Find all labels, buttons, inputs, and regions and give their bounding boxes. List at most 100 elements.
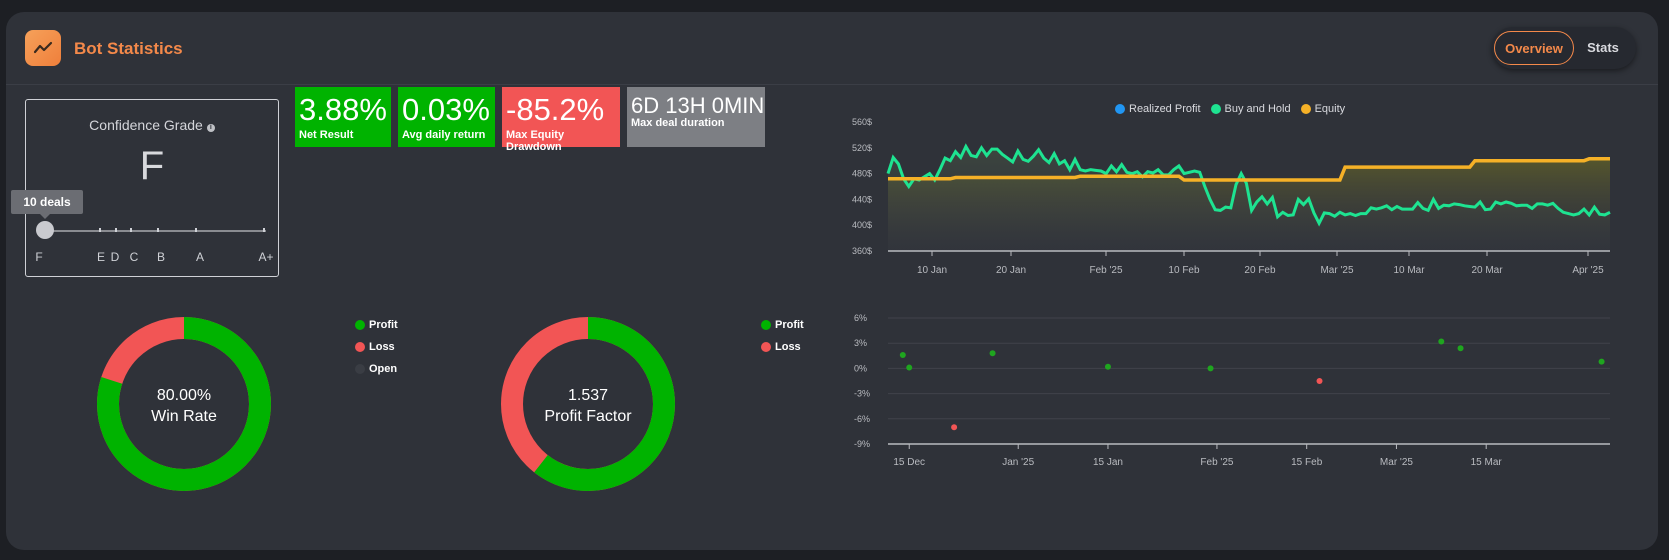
legend-item-realized-profit[interactable]: Realized Profit bbox=[1115, 103, 1201, 115]
deal-point[interactable] bbox=[951, 424, 958, 431]
grade-tick bbox=[115, 228, 117, 232]
buy-and-hold-dot-icon bbox=[1210, 104, 1221, 114]
grade-label-e: E bbox=[96, 250, 106, 264]
grade-tick bbox=[263, 228, 265, 232]
panel-header: Bot Statistics Overview Stats bbox=[6, 12, 1658, 85]
win-rate-label: Win Rate bbox=[151, 408, 217, 425]
avg-daily-return-value: 0.03% bbox=[402, 92, 490, 127]
equity-line bbox=[888, 157, 1610, 182]
win-rate-donut: 80.00% Win Rate bbox=[97, 317, 271, 491]
x-tick-label: 10 Jan bbox=[917, 265, 947, 276]
grade-label-f: F bbox=[35, 250, 43, 264]
open-dot-icon bbox=[355, 364, 365, 374]
y-tick-label: 480$ bbox=[852, 169, 872, 179]
x-tick-label: Apr '25 bbox=[1572, 265, 1604, 276]
x-tick-label: 20 Mar bbox=[1471, 265, 1503, 276]
legend-label: Profit bbox=[775, 319, 804, 331]
y-tick-label: 440$ bbox=[852, 194, 872, 204]
net-result-card: 3.88% Net Result bbox=[295, 87, 391, 147]
tab-overview[interactable]: Overview bbox=[1494, 31, 1574, 65]
legend-label: Loss bbox=[369, 341, 395, 353]
page-title: Bot Statistics bbox=[74, 39, 183, 58]
tab-stats[interactable]: Stats bbox=[1587, 40, 1619, 55]
win-rate-legend: Profit Loss Open bbox=[355, 314, 398, 380]
legend-label: Open bbox=[369, 363, 398, 375]
info-icon[interactable]: i bbox=[206, 124, 215, 132]
max-deal-duration-card: 6D 13H 0MIN Max deal duration bbox=[627, 87, 765, 147]
legend-item-equity[interactable]: Equity bbox=[1300, 103, 1346, 115]
grade-tick bbox=[157, 228, 159, 232]
equity-line-chart: 560$ 520$ 480$ 440$ 400$ 360$ 10 Jan 20 Jan Feb … bbox=[852, 117, 1611, 276]
deal-point[interactable] bbox=[1457, 345, 1464, 352]
y-tick-label: 0% bbox=[854, 363, 867, 373]
deal-point[interactable] bbox=[906, 364, 913, 371]
deals-tooltip: 10 deals bbox=[11, 190, 83, 219]
confidence-grade-card: Confidence Grade i F 10 deals F E D C B A… bbox=[11, 99, 279, 277]
deal-point[interactable] bbox=[989, 350, 996, 357]
legend-label: Loss bbox=[775, 341, 801, 353]
realized-profit-dot-icon bbox=[1115, 104, 1125, 114]
legend-item-buy-and-hold[interactable]: Buy and Hold bbox=[1210, 103, 1291, 115]
profit-factor-legend: Profit Loss bbox=[761, 314, 804, 358]
legend-item-loss[interactable]: Loss bbox=[761, 336, 804, 358]
avg-daily-return-label: Avg daily return bbox=[402, 129, 486, 141]
x-tick-label: Mar '25 bbox=[1320, 265, 1353, 276]
y-tick-label: 560$ bbox=[852, 117, 872, 127]
y-tick-label: 6% bbox=[854, 313, 867, 323]
confidence-grade-label: Confidence Grade bbox=[89, 117, 203, 133]
y-tick-label: 400$ bbox=[852, 220, 872, 230]
profit-dot-icon bbox=[761, 320, 771, 330]
grade-slider-knob[interactable] bbox=[36, 221, 54, 239]
x-tick-label: 20 Jan bbox=[996, 265, 1026, 276]
max-drawdown-card: -85.2% Max Equity Drawdown bbox=[502, 87, 620, 153]
view-tabs: Overview Stats bbox=[1492, 27, 1636, 69]
legend-label: Equity bbox=[1314, 103, 1346, 115]
x-tick-label: 15 Mar bbox=[1471, 457, 1503, 468]
legend-item-profit[interactable]: Profit bbox=[761, 314, 804, 336]
legend-item-loss[interactable]: Loss bbox=[355, 336, 398, 358]
profit-factor-donut: 1.537 Profit Factor bbox=[501, 317, 675, 491]
win-rate-profit-arc bbox=[97, 317, 271, 491]
x-tick-label: 15 Feb bbox=[1291, 457, 1323, 468]
grade-label-a-plus: A+ bbox=[258, 250, 274, 264]
chart-trend-icon bbox=[25, 30, 61, 66]
max-drawdown-label: Max Equity Drawdown bbox=[506, 129, 565, 153]
x-tick-label: Feb '25 bbox=[1089, 265, 1122, 276]
y-tick-label: 360$ bbox=[852, 246, 872, 256]
x-tick-label: Feb '25 bbox=[1200, 457, 1233, 468]
deal-point[interactable] bbox=[1316, 378, 1323, 384]
win-rate-value: 80.00% bbox=[157, 387, 211, 404]
deal-point[interactable] bbox=[899, 351, 906, 358]
x-tick-label: 15 Dec bbox=[893, 457, 925, 468]
x-tick-label: Jan '25 bbox=[1002, 457, 1034, 468]
legend-label: Realized Profit bbox=[1129, 103, 1201, 115]
avg-daily-return-card: 0.03% Avg daily return bbox=[398, 87, 495, 147]
profit-factor-profit-arc bbox=[501, 317, 675, 491]
legend-label: Buy and Hold bbox=[1224, 103, 1291, 115]
deal-point[interactable] bbox=[1104, 363, 1111, 370]
grade-label-c: C bbox=[129, 250, 139, 264]
x-tick-label: 10 Feb bbox=[1168, 265, 1200, 276]
net-result-value: 3.88% bbox=[299, 92, 387, 127]
grade-tick bbox=[130, 228, 132, 232]
grade-slider-track bbox=[44, 230, 266, 232]
x-tick-label: Mar '25 bbox=[1380, 457, 1413, 468]
buy-and-hold-line bbox=[886, 143, 1611, 227]
max-deal-duration-value: 6D 13H 0MIN bbox=[631, 93, 765, 118]
deal-point[interactable] bbox=[1598, 358, 1605, 365]
deal-point[interactable] bbox=[1207, 365, 1214, 372]
grade-label-a: A bbox=[195, 250, 205, 264]
loss-dot-icon bbox=[761, 342, 771, 352]
grade-tick bbox=[99, 228, 101, 232]
y-tick-label: 3% bbox=[854, 338, 867, 348]
x-tick-label: 20 Feb bbox=[1244, 265, 1276, 276]
max-deal-duration-label: Max deal duration bbox=[631, 117, 725, 129]
legend-item-open[interactable]: Open bbox=[355, 358, 398, 380]
grade-label-b: B bbox=[156, 250, 166, 264]
x-tick-label: 10 Mar bbox=[1393, 265, 1425, 276]
x-tick-label: 15 Jan bbox=[1093, 457, 1123, 468]
legend-item-profit[interactable]: Profit bbox=[355, 314, 398, 336]
deal-point[interactable] bbox=[1438, 338, 1445, 345]
grade-label-d: D bbox=[110, 250, 120, 264]
profit-factor-value: 1.537 bbox=[568, 387, 608, 404]
